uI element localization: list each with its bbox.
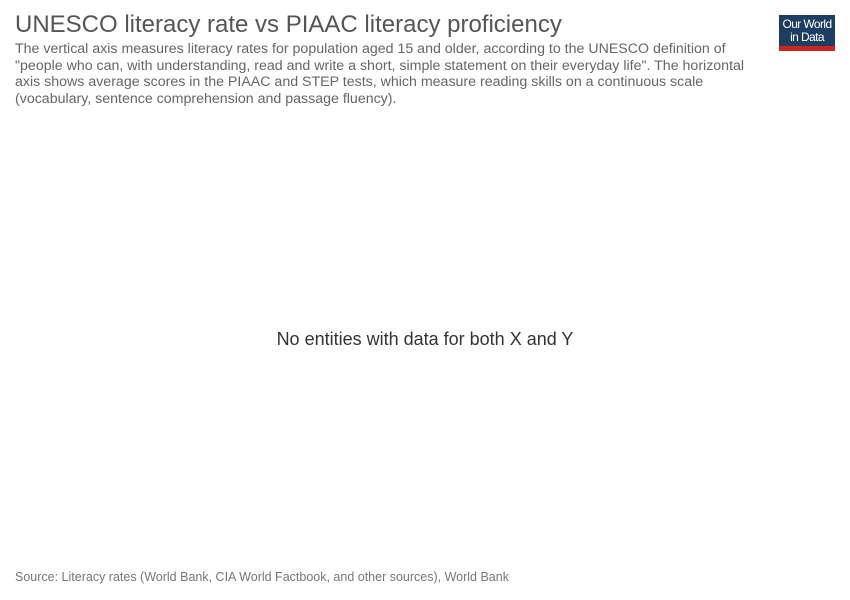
no-data-message: No entities with data for both X and Y: [276, 329, 574, 349]
logo-line-2: in Data: [790, 29, 824, 44]
chart-title: UNESCO literacy rate vs PIAAC literacy p…: [15, 11, 562, 38]
our-world-in-data-logo[interactable]: Our World in Data: [779, 15, 835, 51]
source-note[interactable]: Source: Literacy rates (World Bank, CIA …: [15, 570, 509, 584]
logo-line-1: Our World: [782, 16, 832, 31]
chart-subtitle: The vertical axis measures literacy rate…: [15, 41, 745, 107]
